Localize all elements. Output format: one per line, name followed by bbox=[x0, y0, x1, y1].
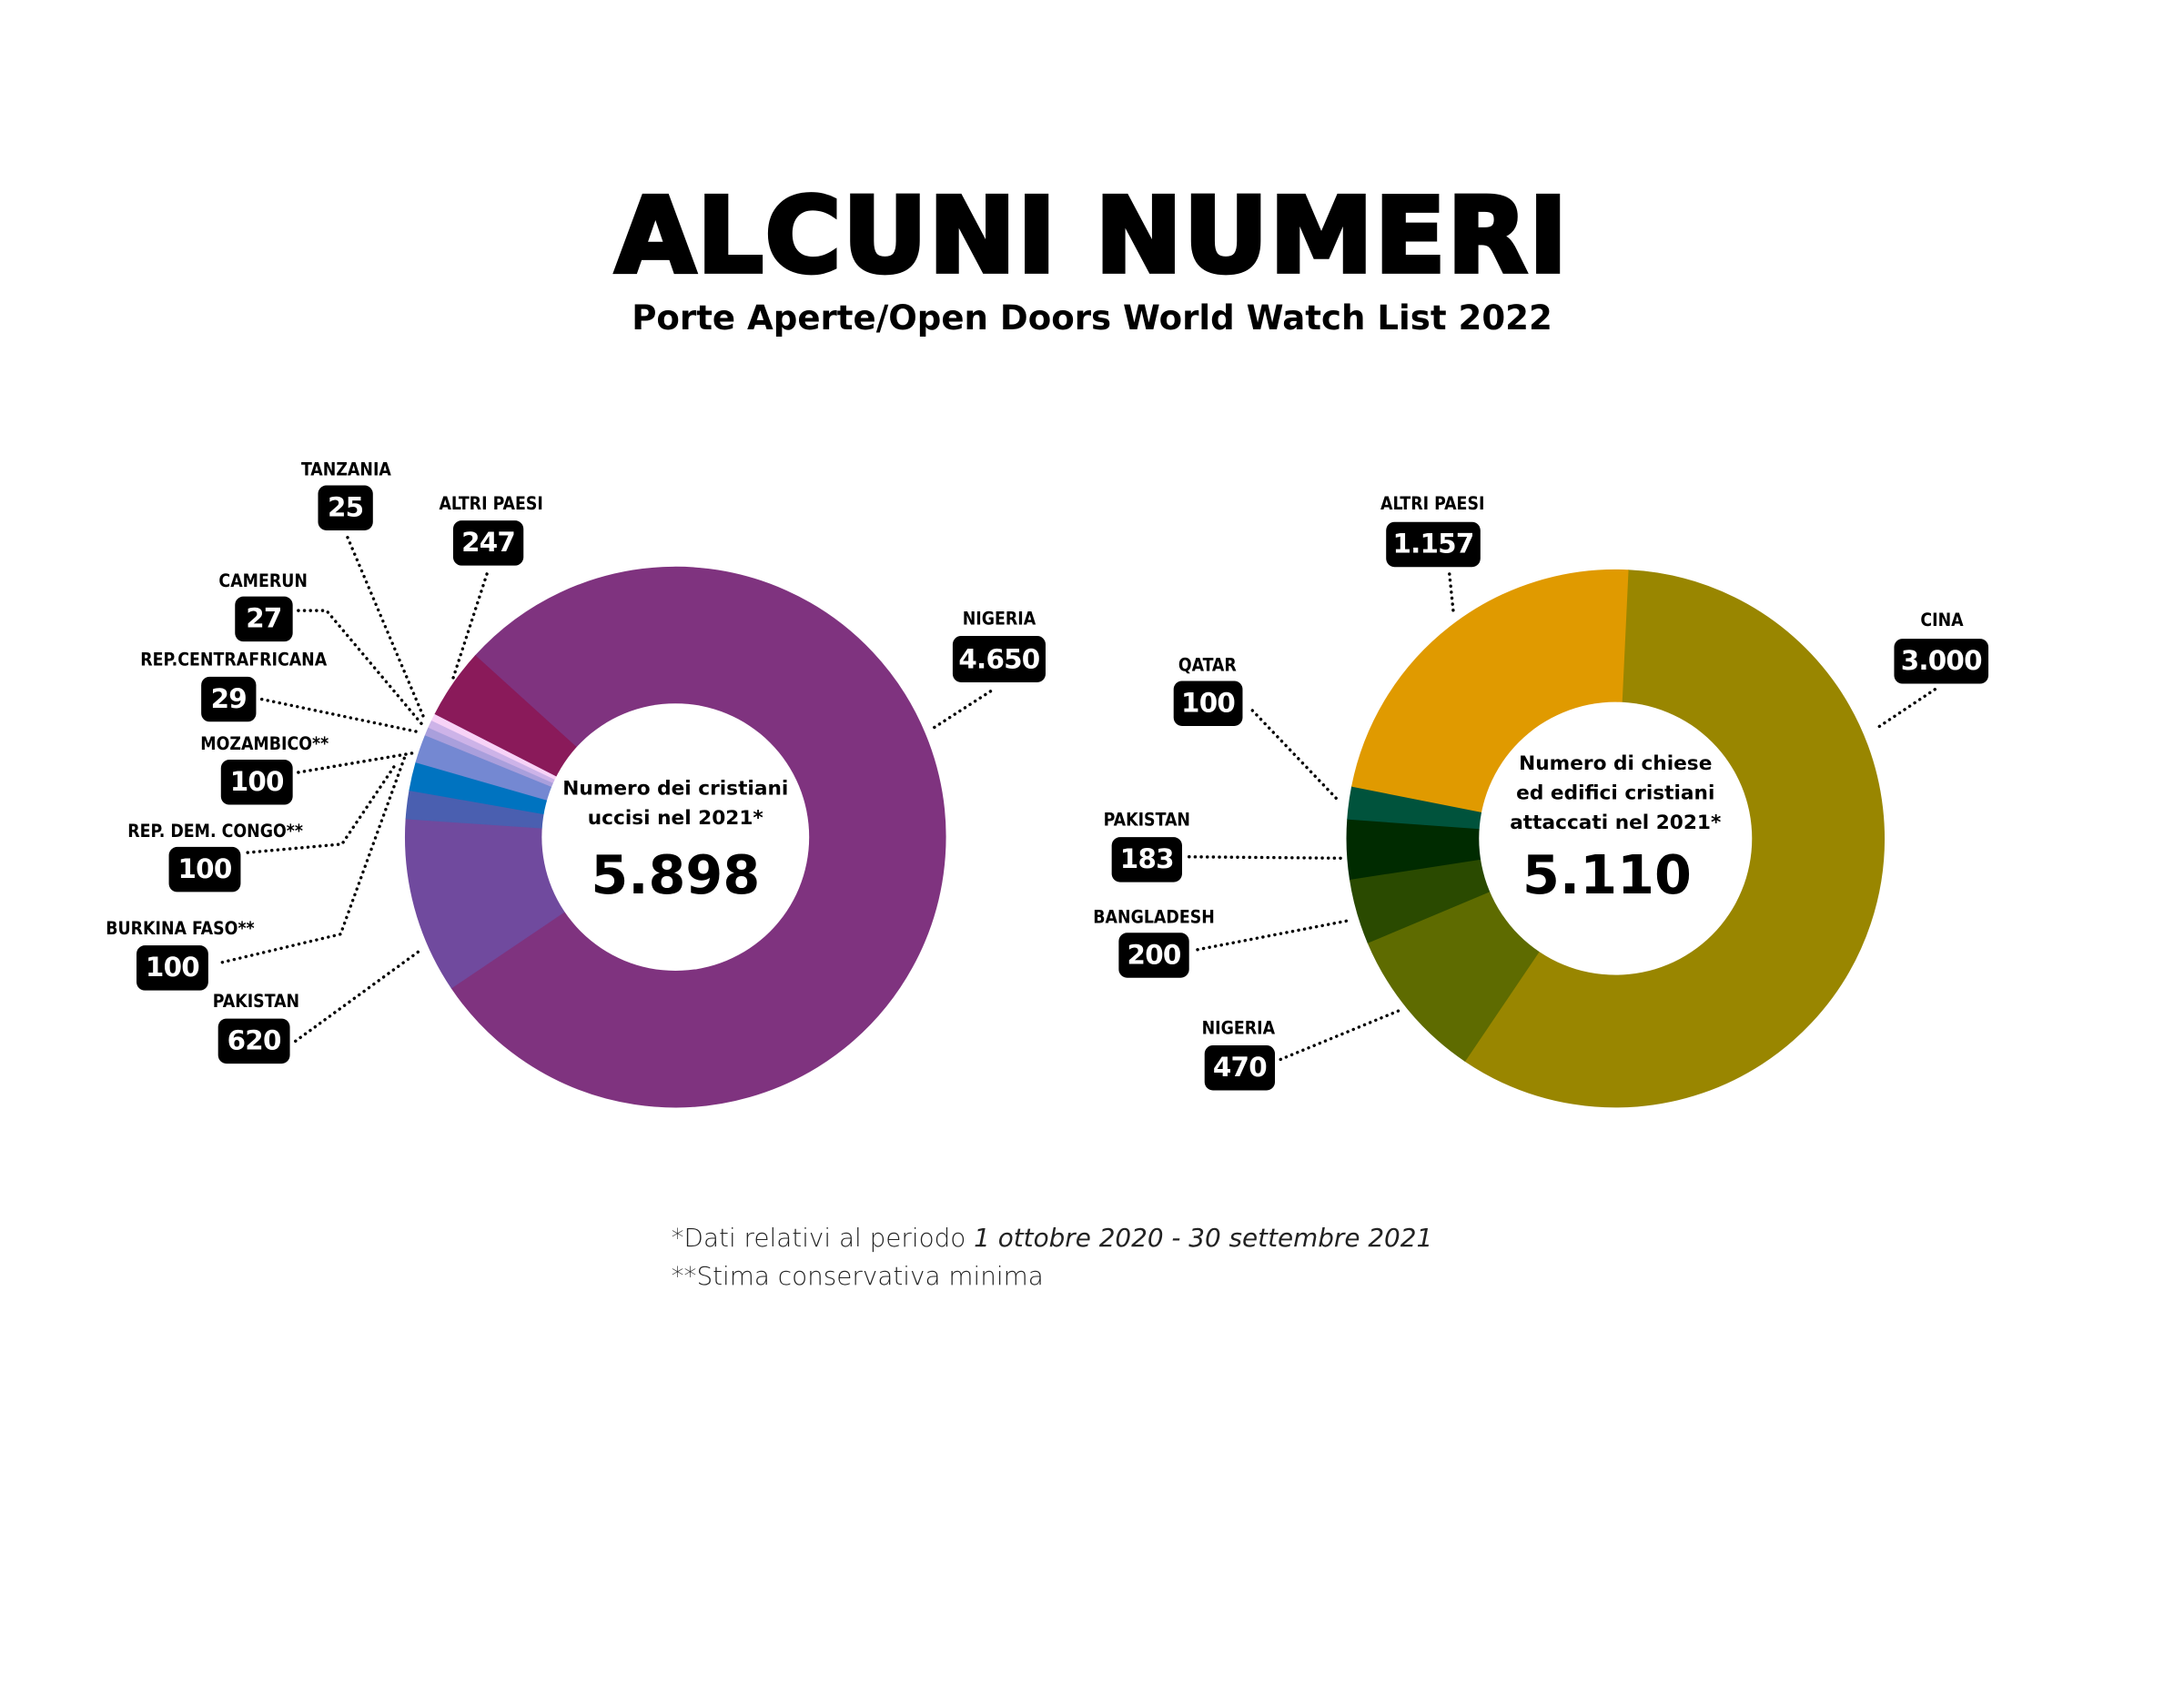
slice-label: QATAR bbox=[1178, 654, 1237, 676]
leader-line bbox=[259, 697, 419, 733]
chart2-center-line: ed edifici cristiani bbox=[1516, 781, 1715, 805]
leader-line bbox=[1279, 1008, 1402, 1062]
leader-line bbox=[1250, 709, 1341, 804]
chart2-center-line: Numero di chiese bbox=[1519, 752, 1713, 776]
leader-line bbox=[451, 572, 489, 681]
value-badge: 620 bbox=[217, 1018, 290, 1064]
slice-label: REP. DEM. CONGO** bbox=[127, 820, 303, 842]
value-badge: 100 bbox=[1173, 681, 1243, 726]
slice-label: TANZANIA bbox=[300, 459, 391, 480]
page-subtitle: Porte Aperte/Open Doors World Watch List… bbox=[632, 297, 1552, 338]
slice-label: CAMERUN bbox=[218, 570, 308, 591]
footnote-prefix: *Dati relativi al periodo bbox=[671, 1224, 975, 1254]
leader-line bbox=[1448, 572, 1456, 617]
chart1-total: 5.898 bbox=[591, 843, 761, 906]
value-badge: 183 bbox=[1111, 837, 1182, 882]
value-badge: 100 bbox=[220, 760, 293, 805]
chart2-center-line: attaccati nel 2021* bbox=[1510, 812, 1722, 835]
value-badge: 4.650 bbox=[952, 635, 1046, 683]
slice-label: BURKINA FASO** bbox=[106, 917, 255, 939]
slice-cina bbox=[1464, 570, 1886, 1108]
chart1-center-text: Numero dei cristiani uccisi nel 2021* bbox=[562, 775, 788, 834]
leader-line bbox=[297, 609, 424, 727]
leader-line bbox=[294, 949, 421, 1044]
leader-line bbox=[246, 761, 399, 854]
value-badge: 200 bbox=[1118, 933, 1189, 978]
footnote-period-dates: 1 ottobre 2020 - 30 settembre 2021 bbox=[974, 1224, 1433, 1254]
value-badge: 3.000 bbox=[1894, 639, 1989, 684]
slice-label: NIGERIA bbox=[1201, 1017, 1276, 1039]
value-badge: 247 bbox=[452, 520, 524, 566]
leader-line bbox=[1874, 688, 1937, 731]
chart1-center-line: Numero dei cristiani bbox=[562, 778, 789, 801]
value-badge: 1.157 bbox=[1386, 521, 1481, 568]
value-badge: 25 bbox=[318, 485, 373, 530]
donut-hole bbox=[541, 703, 810, 972]
slice-label: ALTRI PAESI bbox=[1380, 492, 1485, 514]
slice-label: PAKISTAN bbox=[1103, 809, 1190, 831]
leader-line bbox=[933, 688, 996, 730]
chart2-center-text: Numero di chiese ed edifici cristiani at… bbox=[1510, 750, 1721, 838]
chart2-total: 5.110 bbox=[1522, 843, 1692, 906]
slice-label: MOZAMBICO** bbox=[200, 732, 329, 754]
slice-label: ALTRI PAESI bbox=[439, 492, 543, 514]
value-badge: 470 bbox=[1204, 1044, 1276, 1091]
slice-label: NIGERIA bbox=[962, 608, 1036, 630]
chart1-center-line: uccisi nel 2021* bbox=[587, 807, 763, 831]
leader-line bbox=[346, 536, 427, 722]
slice-label: CINA bbox=[1920, 609, 1964, 630]
slice-label: REP.CENTRAFRICANA bbox=[140, 648, 328, 671]
leader-line bbox=[1188, 855, 1346, 861]
leader-line bbox=[220, 753, 408, 964]
value-badge: 27 bbox=[235, 596, 293, 642]
footnote-estimate: **Stima conservativa minima bbox=[671, 1262, 1044, 1292]
slice-label: BANGLADESH bbox=[1093, 905, 1215, 928]
donut-hole bbox=[1479, 701, 1753, 975]
value-badge: 100 bbox=[136, 945, 208, 991]
footnote-period: *Dati relativi al periodo 1 ottobre 2020… bbox=[672, 1224, 1433, 1253]
page-title: ALCUNI NUMERI bbox=[613, 176, 1570, 297]
value-badge: 29 bbox=[201, 676, 257, 722]
slice-label: PAKISTAN bbox=[212, 990, 300, 1012]
leader-line bbox=[297, 751, 417, 774]
leader-line bbox=[1196, 918, 1353, 952]
value-badge: 100 bbox=[168, 846, 241, 892]
